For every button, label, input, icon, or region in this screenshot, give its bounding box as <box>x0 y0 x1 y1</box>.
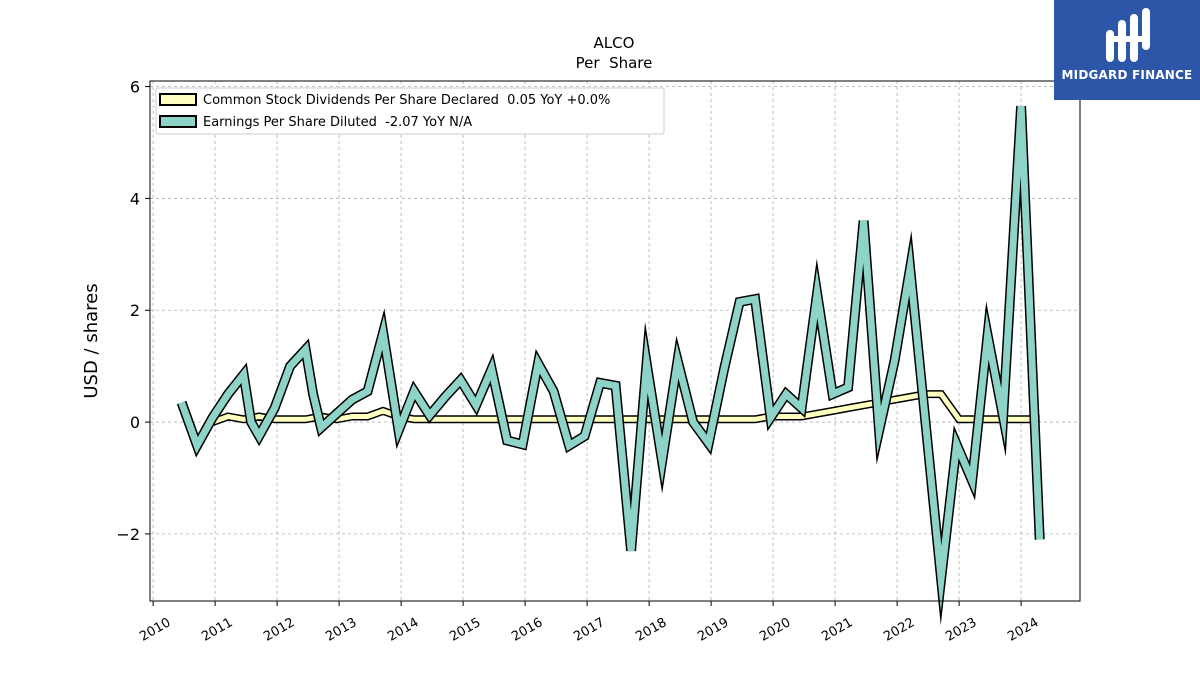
y-axis-label: USD / shares <box>81 283 102 398</box>
legend-label-eps: Earnings Per Share Diluted -2.07 YoY N/A <box>203 115 472 130</box>
legend-swatch-eps <box>159 115 197 128</box>
x-tick-label: 2011 <box>199 615 235 645</box>
x-tick-label: 2016 <box>509 615 545 645</box>
y-axis-ticks: −2 0 2 4 6 <box>116 78 150 544</box>
legend-box <box>155 87 665 135</box>
x-tick-label: 2010 <box>137 615 173 645</box>
midgard-logo-mark-icon <box>1106 8 1150 62</box>
x-tick-label: 2019 <box>695 615 731 645</box>
y-tick-label: 4 <box>130 189 140 208</box>
legend-label-dividends: Common Stock Dividends Per Share Declare… <box>203 93 610 108</box>
x-tick-label: 2021 <box>819 615 855 645</box>
legend-swatch-dividends <box>159 93 197 106</box>
series-lines <box>176 105 1045 626</box>
x-tick-label: 2015 <box>447 615 483 645</box>
x-axis-ticks: 2010 2011 2012 2013 2014 2015 2016 2017 2018 2019… <box>137 601 1041 645</box>
chart-title: ALCO <box>594 34 635 52</box>
x-tick-label: 2012 <box>261 615 297 645</box>
x-tick-label: 2024 <box>1005 615 1041 645</box>
legend: Common Stock Dividends Per Share Declare… <box>155 87 665 135</box>
y-tick-label: 2 <box>130 301 140 320</box>
x-tick-label: 2022 <box>881 615 917 645</box>
series-1-outline <box>176 105 1045 626</box>
x-tick-label: 2020 <box>757 615 793 645</box>
logo-text: MIDGARD FINANCE <box>1061 68 1193 82</box>
x-tick-label: 2018 <box>633 615 669 645</box>
y-tick-label: 6 <box>130 78 140 97</box>
plot-frame <box>149 80 1081 602</box>
x-tick-label: 2023 <box>943 615 979 645</box>
x-tick-label: 2017 <box>571 615 607 645</box>
midgard-finance-logo: MIDGARD FINANCE <box>1054 0 1200 100</box>
series-1-line <box>178 105 1044 612</box>
y-tick-label: −2 <box>116 525 140 544</box>
y-tick-label: 0 <box>130 413 140 432</box>
x-tick-label: 2014 <box>385 615 421 645</box>
x-tick-label: 2013 <box>323 615 359 645</box>
chart-subtitle: Per Share <box>576 54 653 72</box>
